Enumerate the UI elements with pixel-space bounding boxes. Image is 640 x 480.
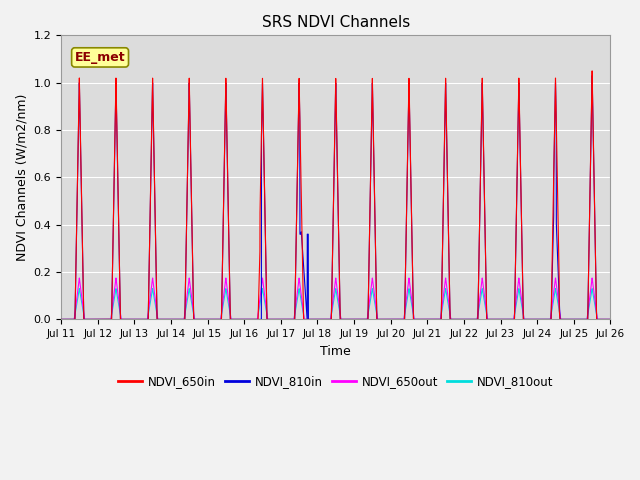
NDVI_810in <box>117 316 125 322</box>
NDVI_650out <box>75 282 83 288</box>
NDVI_810out <box>178 316 186 322</box>
NDVI_810out <box>348 316 355 322</box>
NDVI_810out <box>534 316 541 322</box>
NDVI_810out <box>117 315 125 321</box>
NDVI_650in <box>588 68 596 74</box>
Line: NDVI_650out: NDVI_650out <box>61 278 611 319</box>
NDVI_650in <box>75 120 83 126</box>
Line: NDVI_650in: NDVI_650in <box>61 71 611 319</box>
NDVI_650out <box>57 316 65 322</box>
NDVI_810in <box>57 316 65 322</box>
NDVI_650out <box>534 316 541 322</box>
NDVI_810in <box>607 316 614 322</box>
NDVI_810in <box>348 316 355 322</box>
NDVI_810out <box>588 286 596 291</box>
NDVI_650in <box>117 316 125 322</box>
NDVI_810in <box>534 316 541 322</box>
NDVI_810out <box>57 316 65 322</box>
NDVI_810in <box>178 316 186 322</box>
NDVI_650out <box>607 316 614 322</box>
NDVI_650in <box>534 316 541 322</box>
NDVI_650out <box>178 316 186 322</box>
Text: EE_met: EE_met <box>75 51 125 64</box>
NDVI_810out <box>75 291 83 297</box>
X-axis label: Time: Time <box>321 345 351 358</box>
NDVI_650out <box>348 316 355 322</box>
NDVI_810out <box>189 308 196 314</box>
NDVI_810in <box>75 124 83 130</box>
NDVI_650out <box>117 315 125 321</box>
Y-axis label: NDVI Channels (W/m2/nm): NDVI Channels (W/m2/nm) <box>15 94 28 261</box>
NDVI_810in <box>588 73 596 79</box>
NDVI_650in <box>348 316 355 322</box>
NDVI_650in <box>607 316 614 322</box>
Title: SRS NDVI Channels: SRS NDVI Channels <box>262 15 410 30</box>
Line: NDVI_810out: NDVI_810out <box>61 288 611 319</box>
NDVI_650out <box>588 275 596 281</box>
Legend: NDVI_650in, NDVI_810in, NDVI_650out, NDVI_810out: NDVI_650in, NDVI_810in, NDVI_650out, NDV… <box>113 371 558 393</box>
NDVI_650out <box>189 305 196 311</box>
NDVI_810in <box>189 279 196 285</box>
NDVI_650in <box>189 278 196 284</box>
NDVI_810out <box>607 316 614 322</box>
NDVI_650in <box>57 316 65 322</box>
NDVI_650in <box>178 316 186 322</box>
Line: NDVI_810in: NDVI_810in <box>61 76 611 319</box>
